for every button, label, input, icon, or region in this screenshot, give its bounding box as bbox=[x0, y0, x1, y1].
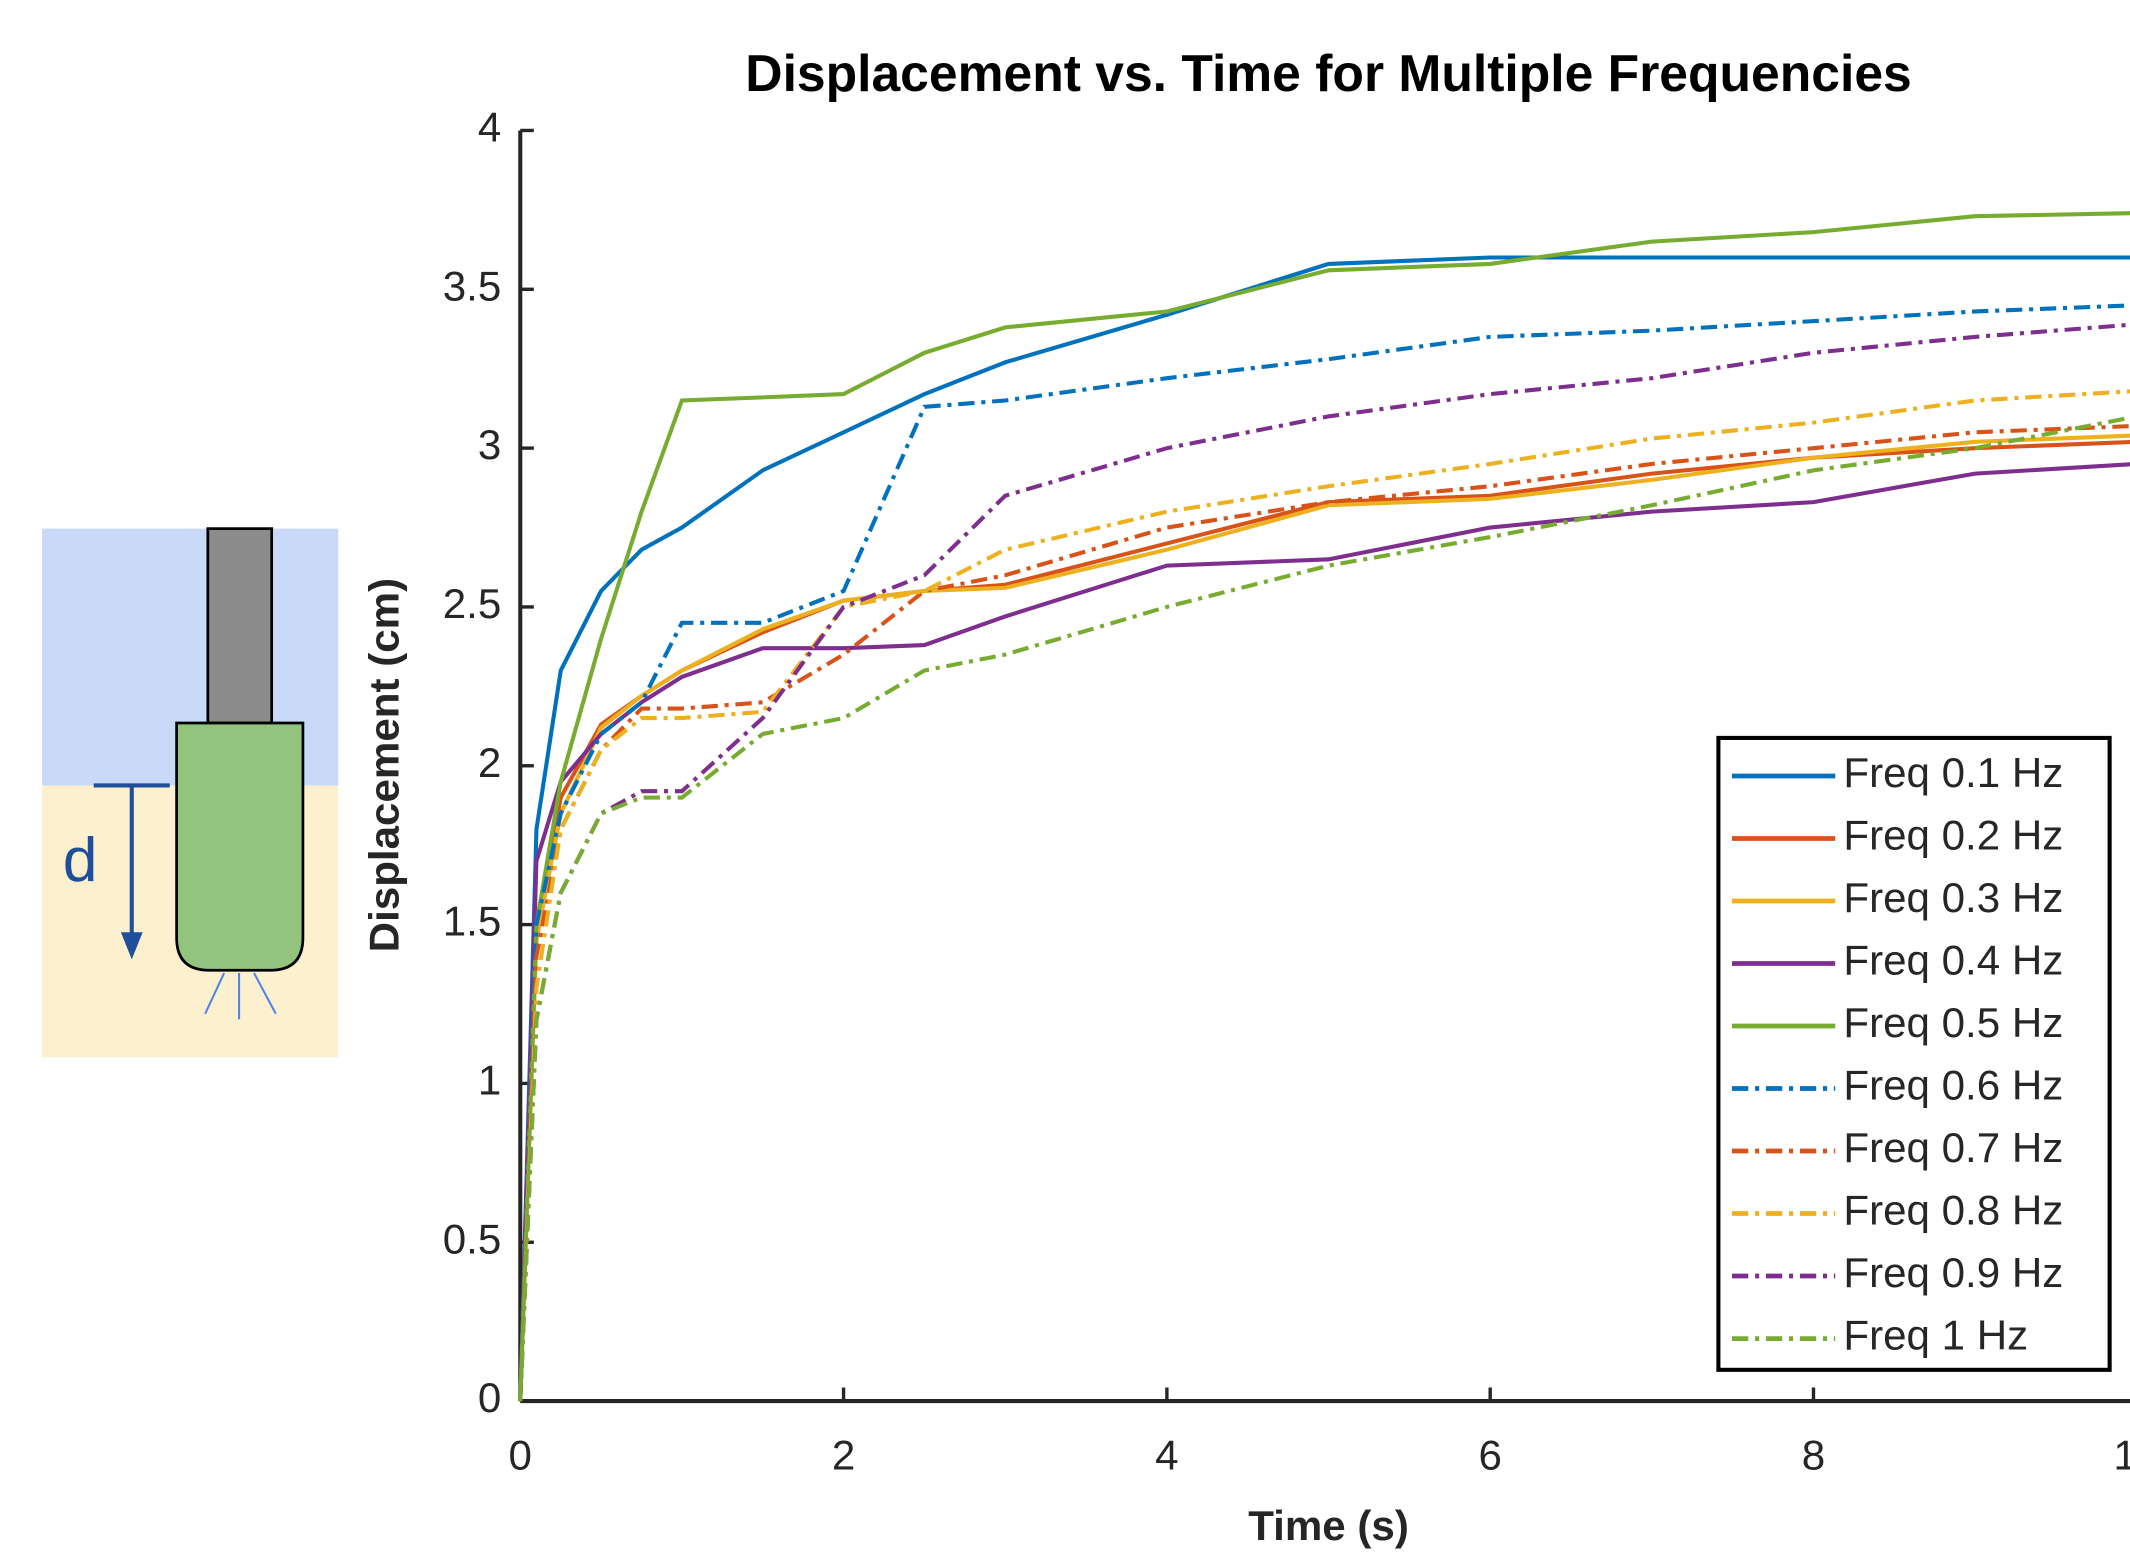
diagram: d bbox=[42, 527, 339, 1058]
y-tick-label: 3 bbox=[478, 421, 501, 468]
legend-box bbox=[1716, 735, 2112, 1372]
legend-label: Freq 0.5 Hz bbox=[1843, 999, 2063, 1046]
x-tick-label: 8 bbox=[1802, 1431, 1825, 1478]
y-tick-label: 0 bbox=[478, 1374, 501, 1421]
shaft bbox=[206, 527, 274, 725]
chart-title: Displacement vs. Time for Multiple Frequ… bbox=[745, 44, 1911, 102]
x-tick-label: 0 bbox=[509, 1431, 532, 1478]
arrow-head bbox=[120, 932, 143, 960]
y-tick-label: 0.5 bbox=[443, 1215, 502, 1262]
legend-label: Freq 0.1 Hz bbox=[1843, 749, 2063, 796]
series-line bbox=[518, 415, 2130, 1402]
legend-label: Freq 0.8 Hz bbox=[1843, 1187, 2063, 1234]
series-line bbox=[518, 211, 2130, 1402]
x-tick-label: 4 bbox=[1155, 1431, 1178, 1478]
y-tick-label: 2.5 bbox=[443, 580, 502, 627]
x-tick-label: 10 bbox=[2113, 1431, 2130, 1478]
legend-label: Freq 0.2 Hz bbox=[1843, 812, 2063, 859]
y-tick-label: 3.5 bbox=[443, 262, 502, 309]
legend-label: Freq 0.7 Hz bbox=[1843, 1124, 2063, 1171]
series-line bbox=[518, 462, 2130, 1402]
legend-label: Freq 0.9 Hz bbox=[1843, 1249, 2063, 1296]
legend-label: Freq 0.3 Hz bbox=[1843, 874, 2063, 921]
x-tick-label: 2 bbox=[832, 1431, 855, 1478]
depth-label: d bbox=[63, 825, 98, 895]
y-tick-label: 4 bbox=[478, 104, 501, 151]
y-tick-label: 1.5 bbox=[443, 898, 502, 945]
jets bbox=[204, 972, 277, 1020]
x-tick-label: 6 bbox=[1478, 1431, 1501, 1478]
y-axis-label: Displacement (cm) bbox=[360, 578, 407, 952]
legend-label: Freq 0.6 Hz bbox=[1843, 1062, 2063, 1109]
series-line bbox=[518, 255, 2130, 1402]
legend-label: Freq 1 Hz bbox=[1843, 1312, 2028, 1359]
y-tick-label: 1 bbox=[478, 1057, 501, 1104]
y-tick-label: 2 bbox=[478, 739, 501, 786]
anchor bbox=[175, 721, 305, 972]
legend-label: Freq 0.4 Hz bbox=[1843, 937, 2063, 984]
series-line bbox=[518, 303, 2130, 1402]
x-axis-label: Time (s) bbox=[1248, 1502, 1409, 1549]
